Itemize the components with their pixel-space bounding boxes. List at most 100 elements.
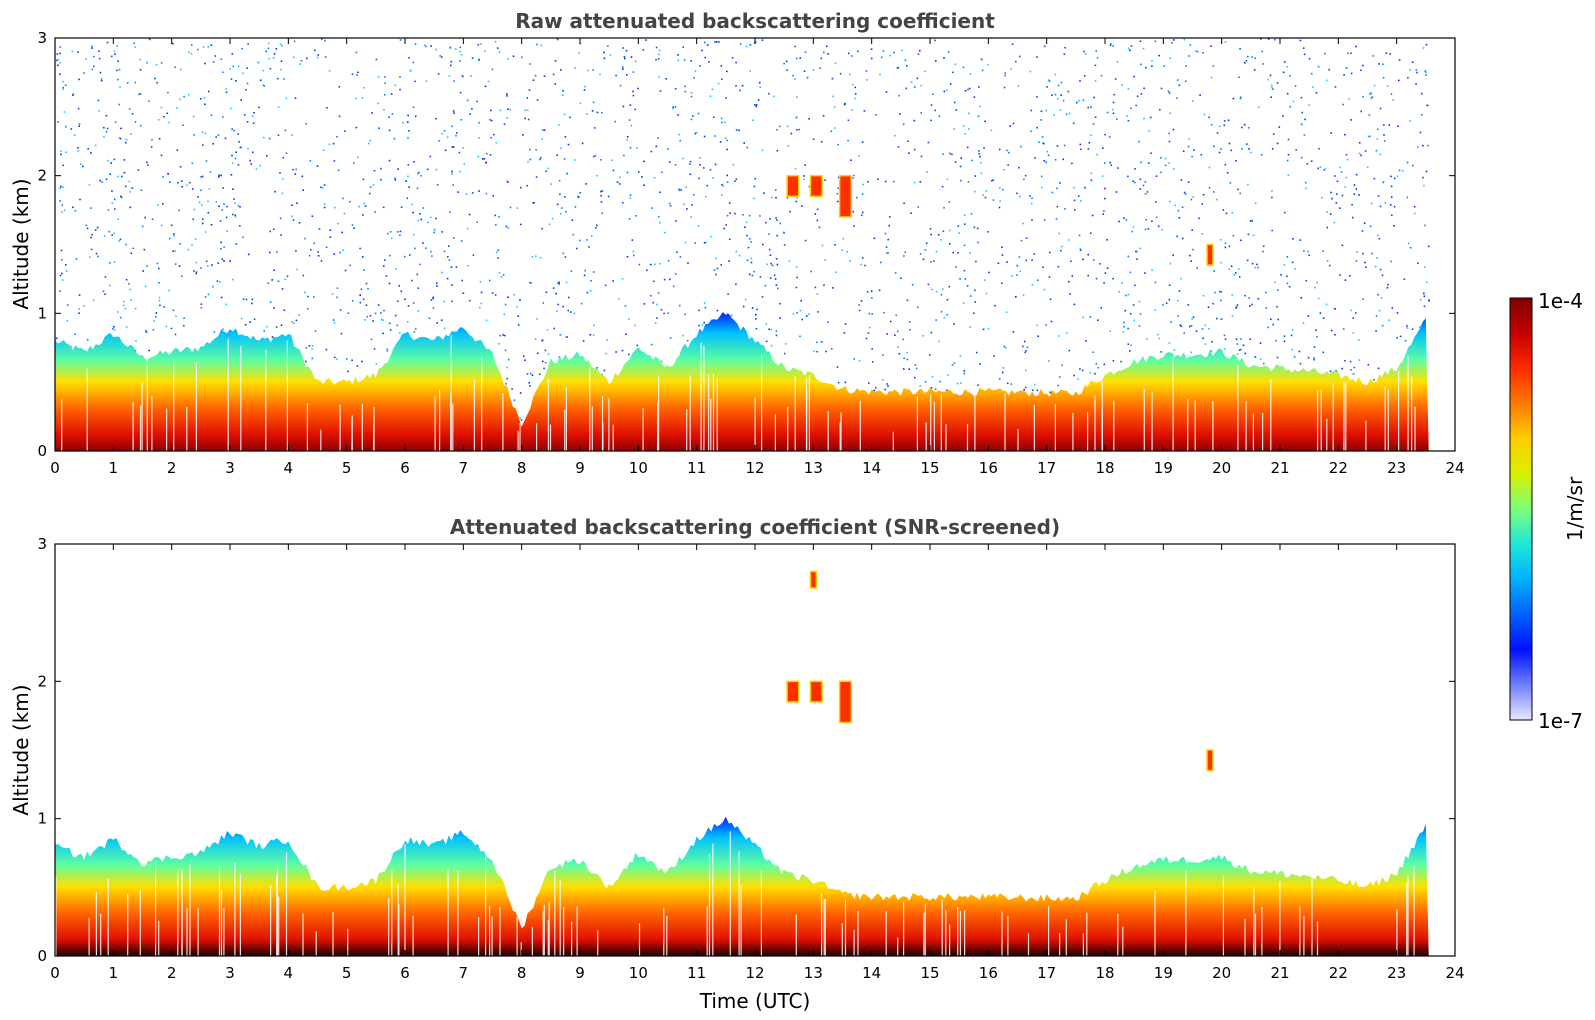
data-gap bbox=[499, 907, 501, 956]
noise-speckle bbox=[447, 256, 449, 258]
noise-speckle bbox=[744, 226, 746, 228]
noise-speckle bbox=[159, 304, 161, 307]
noise-speckle bbox=[399, 39, 402, 41]
noise-speckle bbox=[1168, 140, 1171, 143]
noise-speckle bbox=[1133, 75, 1135, 78]
noise-speckle bbox=[298, 314, 300, 316]
noise-speckle bbox=[1282, 71, 1285, 74]
data-gap bbox=[740, 885, 742, 956]
noise-speckle bbox=[1224, 242, 1227, 245]
noise-speckle bbox=[245, 298, 248, 301]
noise-speckle bbox=[506, 93, 508, 95]
noise-speckle bbox=[1169, 262, 1172, 265]
data-gap bbox=[306, 403, 308, 451]
noise-speckle bbox=[1371, 252, 1373, 255]
data-gap bbox=[597, 930, 599, 956]
noise-speckle bbox=[538, 373, 541, 375]
noise-speckle bbox=[273, 228, 275, 230]
noise-speckle bbox=[280, 324, 283, 326]
noise-speckle bbox=[1352, 332, 1355, 334]
x-tick-label: 13 bbox=[804, 459, 823, 477]
noise-speckle bbox=[240, 99, 242, 101]
x-tick-label: 21 bbox=[1270, 964, 1289, 982]
data-gap bbox=[916, 396, 918, 451]
noise-speckle bbox=[1057, 97, 1059, 100]
noise-speckle bbox=[1178, 217, 1181, 219]
noise-speckle bbox=[808, 185, 811, 188]
noise-speckle bbox=[795, 200, 798, 203]
noise-speckle bbox=[1260, 154, 1263, 156]
noise-speckle bbox=[355, 97, 357, 100]
noise-speckle bbox=[1169, 57, 1171, 59]
noise-speckle bbox=[234, 215, 237, 218]
y-tick-label: 2 bbox=[37, 167, 47, 185]
noise-speckle bbox=[77, 147, 79, 149]
data-gap bbox=[1396, 909, 1398, 956]
noise-speckle bbox=[1302, 47, 1305, 49]
noise-speckle bbox=[55, 337, 58, 340]
noise-speckle bbox=[953, 101, 956, 104]
noise-speckle bbox=[1288, 285, 1291, 288]
noise-speckle bbox=[412, 106, 415, 109]
noise-speckle bbox=[679, 139, 681, 142]
noise-speckle bbox=[755, 318, 757, 320]
noise-speckle bbox=[362, 298, 365, 301]
noise-speckle bbox=[983, 147, 985, 149]
noise-speckle bbox=[808, 118, 810, 120]
noise-speckle bbox=[1056, 187, 1058, 190]
noise-speckle bbox=[1323, 169, 1325, 171]
noise-speckle bbox=[910, 81, 913, 83]
noise-speckle bbox=[632, 90, 634, 93]
noise-speckle bbox=[1040, 175, 1043, 178]
noise-speckle bbox=[565, 210, 567, 213]
noise-speckle bbox=[397, 168, 399, 170]
noise-speckle bbox=[1342, 328, 1345, 330]
noise-speckle bbox=[1073, 303, 1076, 306]
noise-speckle bbox=[168, 237, 171, 240]
noise-speckle bbox=[1061, 245, 1063, 248]
noise-speckle bbox=[1369, 225, 1372, 228]
noise-speckle bbox=[794, 78, 796, 80]
noise-speckle bbox=[158, 138, 161, 140]
noise-speckle bbox=[1267, 38, 1270, 40]
noise-speckle bbox=[1180, 277, 1182, 280]
noise-speckle bbox=[291, 215, 293, 218]
noise-speckle bbox=[1393, 177, 1396, 180]
noise-speckle bbox=[1196, 50, 1199, 53]
noise-speckle bbox=[1083, 50, 1085, 53]
noise-speckle bbox=[653, 280, 655, 283]
noise-speckle bbox=[742, 214, 744, 216]
noise-speckle bbox=[860, 300, 863, 302]
noise-speckle bbox=[369, 314, 372, 317]
noise-speckle bbox=[1235, 338, 1238, 340]
noise-speckle bbox=[1425, 71, 1427, 74]
noise-speckle bbox=[1362, 95, 1364, 98]
noise-speckle bbox=[962, 302, 965, 304]
noise-speckle bbox=[905, 87, 907, 90]
noise-speckle bbox=[104, 276, 107, 278]
noise-speckle bbox=[535, 149, 537, 151]
data-gap bbox=[547, 919, 549, 956]
noise-speckle bbox=[413, 302, 415, 304]
noise-speckle bbox=[205, 160, 208, 162]
noise-speckle bbox=[317, 54, 319, 56]
noise-speckle bbox=[574, 206, 577, 208]
noise-speckle bbox=[1371, 96, 1374, 98]
noise-speckle bbox=[1017, 85, 1020, 87]
noise-speckle bbox=[946, 178, 949, 181]
noise-speckle bbox=[897, 66, 900, 69]
noise-speckle bbox=[64, 84, 67, 86]
noise-speckle bbox=[1068, 112, 1071, 115]
noise-speckle bbox=[309, 160, 312, 162]
noise-speckle bbox=[920, 112, 922, 114]
noise-speckle bbox=[882, 50, 885, 52]
noise-speckle bbox=[1377, 234, 1379, 237]
noise-speckle bbox=[1210, 123, 1213, 126]
noise-speckle bbox=[1143, 117, 1145, 120]
noise-speckle bbox=[1129, 271, 1132, 274]
noise-speckle bbox=[158, 267, 160, 270]
noise-speckle bbox=[293, 56, 295, 59]
noise-speckle bbox=[1101, 175, 1104, 177]
noise-speckle bbox=[119, 86, 121, 88]
noise-speckle bbox=[1282, 115, 1284, 117]
